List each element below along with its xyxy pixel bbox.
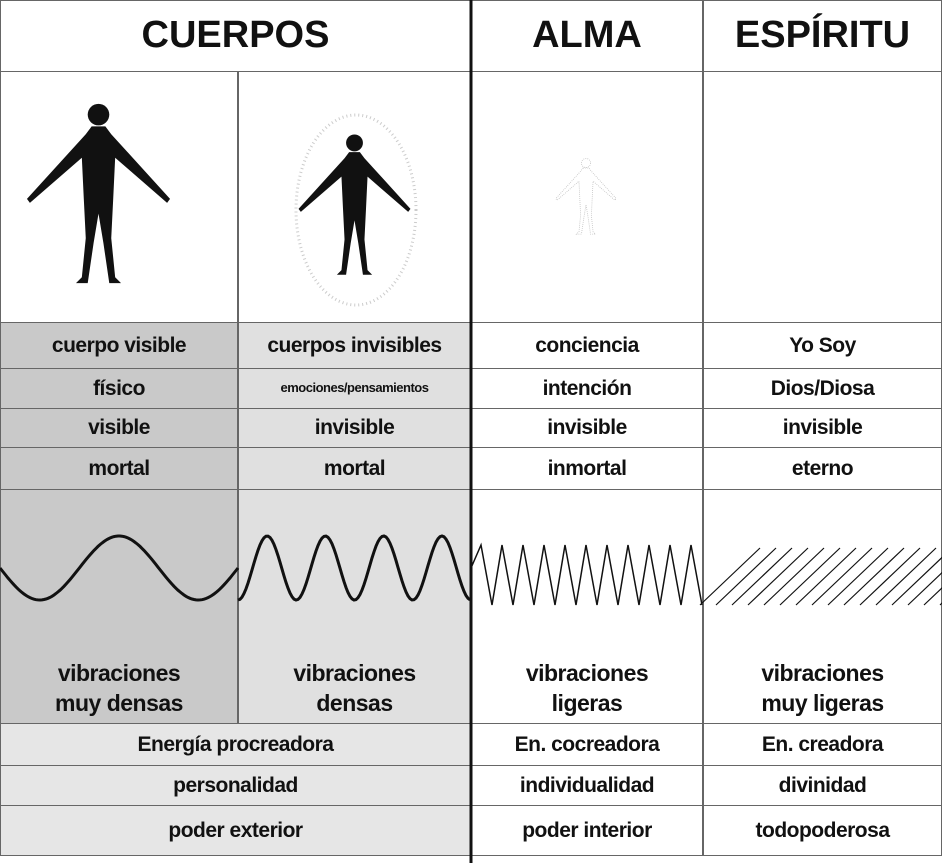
table-cell: cuerpos invisibles — [238, 322, 471, 369]
table-cell: poder interior — [471, 805, 703, 856]
cell-text: personalidad — [173, 773, 298, 797]
cell-text: poder interior — [522, 818, 652, 842]
cell-text: En. cocreadora — [514, 732, 660, 756]
cell-text: todopoderosa — [755, 818, 891, 842]
vibration-cell: vibraciones ligeras — [471, 489, 703, 724]
table-cell: invisible — [238, 408, 471, 448]
table-cell: emociones/pensamientos — [238, 368, 471, 409]
table-cell: conciencia — [471, 322, 703, 369]
table-cell: divinidad — [703, 765, 942, 806]
cell-text: eterno — [791, 456, 854, 480]
cell-text: vibraciones — [761, 660, 884, 687]
table-cell: individualidad — [471, 765, 703, 806]
cell-text: En. creadora — [761, 732, 884, 756]
cell-text: inmortal — [547, 456, 627, 480]
cell-text: invisible — [314, 416, 395, 440]
table-cell: inmortal — [471, 447, 703, 490]
cell-text: muy ligeras — [761, 690, 884, 717]
figure-cell — [703, 71, 942, 323]
cell-text: Dios/Diosa — [770, 376, 875, 400]
cell-text: ALMA — [532, 14, 642, 57]
cell-text: invisible — [782, 416, 863, 440]
cell-text: Yo Soy — [789, 333, 856, 357]
table-cell: intención — [471, 368, 703, 409]
header-cell: ESPÍRITU — [703, 0, 942, 72]
cell-text: vibraciones — [293, 660, 416, 687]
vibration-cell: vibraciones muy ligeras — [703, 489, 942, 724]
cell-text: vibraciones — [525, 660, 649, 687]
vibration-cell: vibraciones densas — [238, 489, 471, 724]
cell-text: vibraciones — [57, 660, 181, 687]
table-cell: visible — [0, 408, 238, 448]
cell-text: densas — [316, 690, 393, 717]
table-cell: poder exterior — [0, 805, 471, 856]
cell-text: emociones/pensamientos — [280, 380, 429, 396]
cell-text: cuerpo visible — [51, 333, 187, 357]
cell-text: visible — [88, 416, 150, 440]
table-cell: mortal — [238, 447, 471, 490]
cell-text: cuerpos invisibles — [267, 333, 442, 357]
table-cell: invisible — [471, 408, 703, 448]
cell-text: ligeras — [551, 690, 623, 717]
cell-text: CUERPOS — [141, 14, 330, 57]
cell-text: individualidad — [519, 773, 655, 797]
header-cell: CUERPOS — [0, 0, 471, 72]
cell-text: mortal — [88, 456, 150, 480]
table-cell: Energía procreadora — [0, 723, 471, 766]
table-cell: mortal — [0, 447, 238, 490]
table-cell: En. cocreadora — [471, 723, 703, 766]
vibration-cell: vibraciones muy densas — [0, 489, 238, 724]
table-cell: personalidad — [0, 765, 471, 806]
cell-text: muy densas — [55, 690, 183, 717]
cell-text: mortal — [323, 456, 386, 480]
cell-text: divinidad — [778, 773, 867, 797]
figure-cell — [238, 71, 471, 323]
table-cell: eterno — [703, 447, 942, 490]
cell-text: intención — [542, 376, 632, 400]
cell-text: conciencia — [535, 333, 639, 357]
table-cell: cuerpo visible — [0, 322, 238, 369]
table-cell: físico — [0, 368, 238, 409]
cell-text: ESPÍRITU — [734, 14, 911, 57]
cell-text: poder exterior — [168, 818, 303, 842]
cell-text: Energía procreadora — [137, 732, 334, 756]
table-cell: invisible — [703, 408, 942, 448]
table-cell: Yo Soy — [703, 322, 942, 369]
table-cell: Dios/Diosa — [703, 368, 942, 409]
figure-cell — [0, 71, 238, 323]
cell-text: físico — [93, 376, 145, 400]
header-cell: ALMA — [471, 0, 703, 72]
table-cell: En. creadora — [703, 723, 942, 766]
figure-cell — [471, 71, 703, 323]
cell-text: invisible — [547, 416, 627, 440]
table-cell: todopoderosa — [703, 805, 942, 856]
